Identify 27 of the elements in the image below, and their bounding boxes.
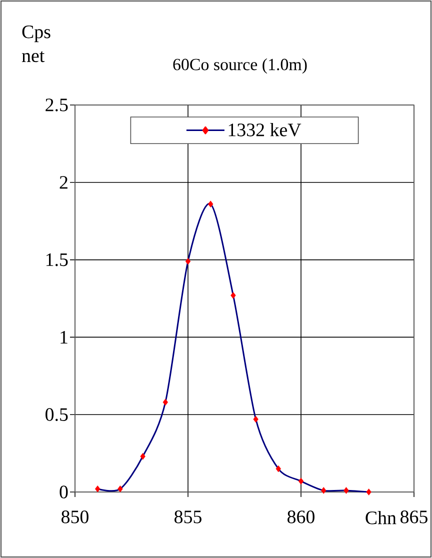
y-axis-title: Cps net [22,26,50,62]
point [95,486,100,492]
point [366,488,372,496]
point [118,486,123,492]
point [276,465,281,472]
x-axis-title: Chn [366,510,396,524]
point [253,416,258,423]
x-tick-label: 860 [288,510,314,524]
y-tick-label: 0 [60,486,68,498]
point [298,478,304,485]
point [162,398,168,406]
y-tick-label: 0.5 [46,408,68,422]
y-tick-label: 2 [60,176,68,189]
x-tick-label: 850 [62,510,88,524]
point [321,487,326,494]
y-tick-label: 1 [60,330,68,344]
point [344,487,349,494]
chart-title: 60Co source (1.0m) [173,58,307,74]
legend-label: 1332 keV [228,123,302,136]
point [185,258,191,265]
point [208,200,214,208]
y-tick-label: 2.5 [46,98,68,112]
point [140,453,146,460]
point [230,292,236,299]
x-tick-label: 855 [174,510,202,524]
x-tick-label: 865 [400,510,428,524]
y-tick-label: 1.5 [46,253,68,266]
